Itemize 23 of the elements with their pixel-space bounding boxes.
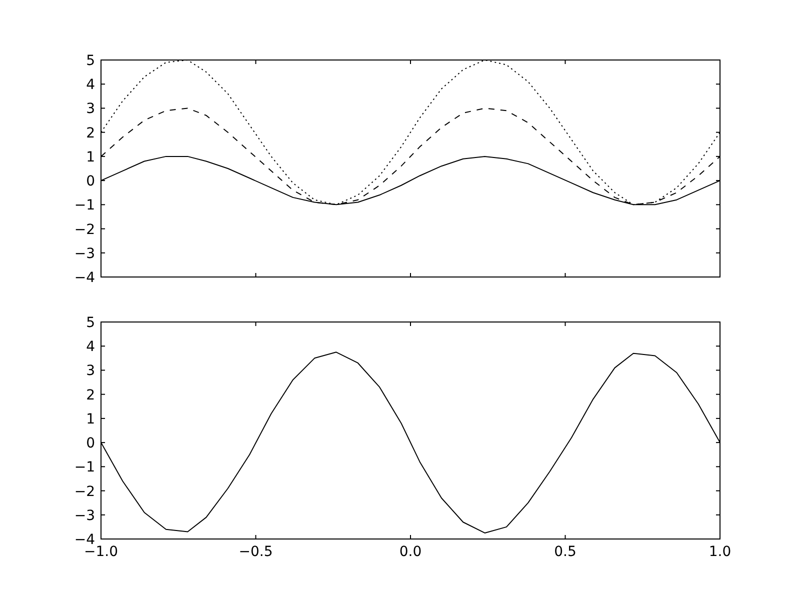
y-tick-label: −2 [74, 222, 95, 238]
x-tick-label: 0.0 [399, 544, 422, 560]
y-tick-label: 2 [86, 387, 95, 404]
y-tick-label: 1 [86, 411, 95, 428]
y-tick-label: 0 [86, 174, 95, 190]
y-tick-label: 3 [86, 101, 95, 118]
y-tick-label: 0 [86, 436, 95, 452]
y-tick-label: 4 [86, 339, 96, 356]
y-tick-label: −2 [74, 484, 95, 500]
x-tick-label: 0.5 [554, 544, 576, 560]
y-tick-label: 3 [86, 363, 95, 380]
y-tick-label: −1 [74, 460, 95, 476]
y-tick-label: 5 [86, 315, 95, 331]
y-tick-label: 4 [86, 77, 96, 94]
y-tick-label: −4 [74, 270, 96, 286]
x-tick-label: 1.0 [708, 544, 732, 560]
y-tick-label: −3 [74, 246, 95, 262]
y-tick-label: −3 [74, 508, 95, 524]
y-tick-label: 1 [86, 149, 95, 166]
x-tick-label: −0.5 [238, 544, 273, 560]
y-tick-label: −1 [74, 198, 95, 214]
y-tick-label: 5 [86, 53, 95, 69]
y-tick-label: 2 [86, 125, 95, 142]
